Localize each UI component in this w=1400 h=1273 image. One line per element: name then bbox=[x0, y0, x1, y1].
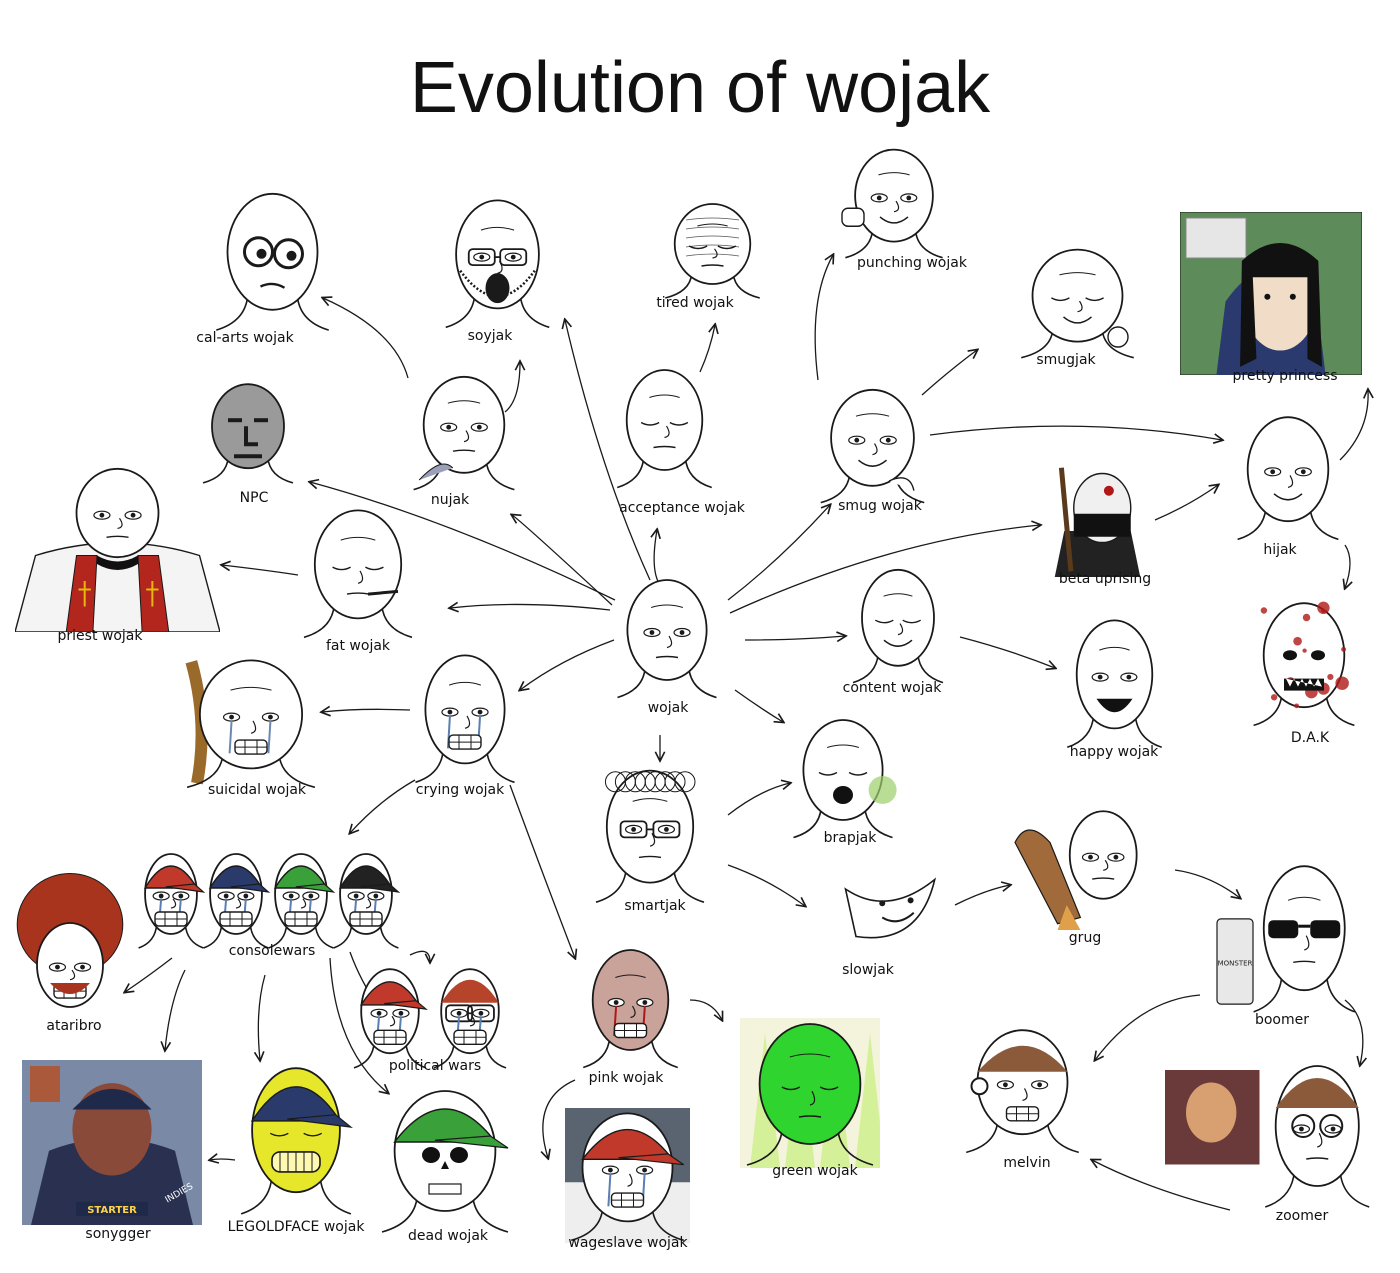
connector-arrow bbox=[350, 780, 415, 833]
connector-arrow bbox=[1345, 1000, 1363, 1065]
connector-arrow bbox=[735, 690, 783, 722]
connector-arrow bbox=[1345, 545, 1350, 588]
connector-arrow bbox=[690, 1000, 722, 1020]
connector-arrow bbox=[505, 362, 520, 412]
connector-arrow bbox=[310, 482, 615, 600]
connector-arrow bbox=[700, 325, 715, 372]
connector-arrow bbox=[125, 958, 172, 992]
connector-arrow bbox=[1155, 485, 1218, 520]
connector-arrow bbox=[922, 350, 977, 395]
connector-arrow bbox=[1095, 995, 1200, 1060]
connector-arrow bbox=[745, 636, 845, 640]
connector-arrow bbox=[258, 975, 265, 1060]
connector-arrow bbox=[410, 951, 430, 962]
connector-arrow bbox=[330, 958, 388, 1093]
connector-arrow bbox=[930, 426, 1222, 440]
connector-arrow bbox=[730, 525, 1040, 613]
connector-arrow bbox=[955, 885, 1010, 905]
connector-arrow bbox=[165, 970, 185, 1050]
connector-arrow bbox=[960, 637, 1055, 668]
connector-arrow bbox=[815, 255, 833, 380]
connector-arrow bbox=[728, 865, 805, 906]
connector-arrow bbox=[728, 505, 830, 600]
connector-arrow bbox=[450, 604, 610, 610]
connector-arrow bbox=[565, 320, 650, 580]
connector-arrow bbox=[728, 783, 790, 815]
connector-arrow bbox=[510, 785, 575, 958]
connector-arrow bbox=[323, 298, 408, 378]
connector-arrow bbox=[1175, 870, 1240, 898]
connector-arrow bbox=[222, 565, 298, 575]
connector-arrow bbox=[1340, 390, 1368, 460]
connector-arrow bbox=[543, 1080, 575, 1158]
connector-arrow bbox=[322, 709, 410, 712]
connector-arrow bbox=[654, 530, 660, 585]
connector-arrow bbox=[350, 952, 380, 1010]
connector-arrow bbox=[520, 640, 614, 690]
connector-arrow bbox=[210, 1159, 235, 1160]
connector-arrow bbox=[1092, 1160, 1230, 1210]
